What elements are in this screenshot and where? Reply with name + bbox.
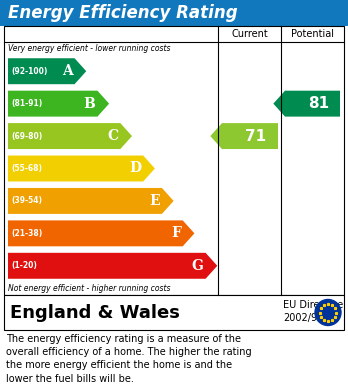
Text: D: D bbox=[129, 161, 141, 176]
Text: (69-80): (69-80) bbox=[11, 131, 42, 141]
Text: EU Directive
2002/91/EC: EU Directive 2002/91/EC bbox=[283, 300, 343, 323]
Bar bbox=[4, 295, 344, 330]
Text: (21-38): (21-38) bbox=[11, 229, 42, 238]
Polygon shape bbox=[8, 253, 217, 279]
Text: (81-91): (81-91) bbox=[11, 99, 42, 108]
Text: 81: 81 bbox=[308, 96, 329, 111]
Bar bbox=[4, 26, 344, 295]
Text: Very energy efficient - lower running costs: Very energy efficient - lower running co… bbox=[8, 44, 171, 53]
Text: (55-68): (55-68) bbox=[11, 164, 42, 173]
Text: Not energy efficient - higher running costs: Not energy efficient - higher running co… bbox=[8, 284, 171, 293]
Polygon shape bbox=[8, 221, 195, 246]
Text: C: C bbox=[107, 129, 118, 143]
Polygon shape bbox=[8, 188, 174, 214]
Text: G: G bbox=[192, 259, 204, 273]
Text: (39-54): (39-54) bbox=[11, 196, 42, 205]
Polygon shape bbox=[273, 91, 340, 117]
Text: F: F bbox=[171, 226, 181, 240]
Text: Current: Current bbox=[231, 29, 268, 39]
Polygon shape bbox=[8, 156, 155, 181]
Bar bbox=[0, 0, 348, 26]
Polygon shape bbox=[8, 123, 132, 149]
Circle shape bbox=[315, 300, 341, 325]
Text: Potential: Potential bbox=[291, 29, 334, 39]
Text: The energy efficiency rating is a measure of the
overall efficiency of a home. T: The energy efficiency rating is a measur… bbox=[6, 334, 252, 384]
Text: England & Wales: England & Wales bbox=[10, 303, 180, 321]
Text: (1-20): (1-20) bbox=[11, 261, 37, 270]
Text: (92-100): (92-100) bbox=[11, 67, 47, 76]
Text: Energy Efficiency Rating: Energy Efficiency Rating bbox=[8, 4, 238, 22]
Text: 71: 71 bbox=[245, 129, 267, 143]
Polygon shape bbox=[210, 123, 278, 149]
Text: A: A bbox=[62, 64, 73, 78]
Polygon shape bbox=[8, 91, 109, 117]
Text: B: B bbox=[84, 97, 95, 111]
Polygon shape bbox=[8, 58, 86, 84]
Text: E: E bbox=[149, 194, 160, 208]
